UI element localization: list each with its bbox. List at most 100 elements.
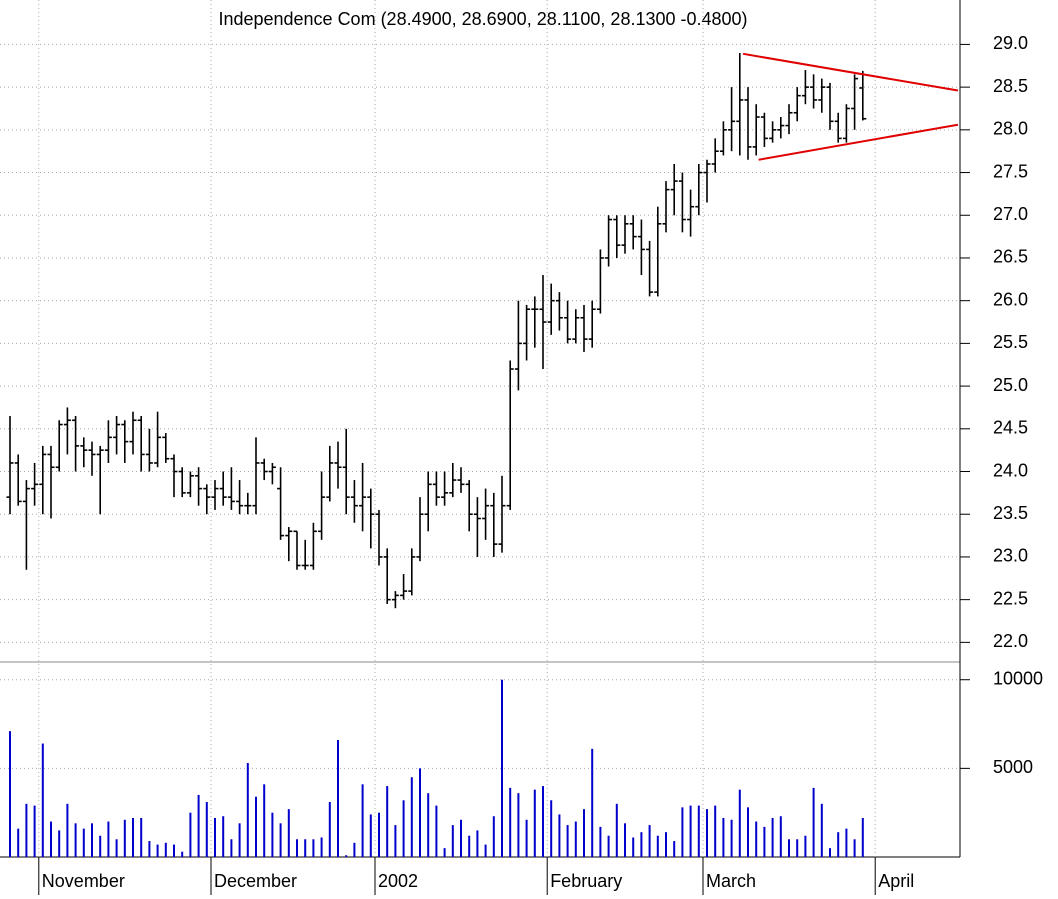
volume-bar — [697, 805, 700, 857]
volume-bar — [566, 825, 569, 857]
volume-bar — [99, 835, 102, 857]
volume-bar — [50, 821, 52, 857]
volume-bar — [681, 807, 684, 857]
volume-bar — [525, 819, 528, 857]
volume-bar — [33, 805, 36, 857]
volume-bar — [829, 848, 831, 857]
volume-bar — [9, 731, 11, 857]
volume-bar — [476, 830, 479, 857]
volume-bar — [533, 789, 536, 857]
volume-bar — [820, 803, 823, 857]
volume-bar — [156, 844, 159, 857]
volume-bar — [82, 828, 85, 857]
volume-bar — [607, 835, 610, 857]
volume-bar — [197, 794, 200, 857]
volume-bar — [107, 821, 110, 857]
volume-bar — [369, 814, 372, 857]
volume-bar — [673, 841, 676, 857]
volume-bar — [492, 816, 495, 857]
volume-bar — [542, 786, 544, 857]
x-tick-label: November — [42, 871, 125, 891]
volume-bar — [583, 809, 585, 857]
volume-bar — [337, 740, 339, 857]
volume-bar — [771, 818, 774, 857]
y-tick-label: 23.5 — [993, 503, 1028, 523]
volume-bar — [287, 809, 290, 857]
volume-bar — [353, 842, 356, 857]
chart-title: Independence Com (28.4900, 28.6900, 28.1… — [218, 9, 747, 29]
volume-bar — [812, 787, 815, 857]
x-tick-label: April — [878, 871, 914, 891]
x-tick-label: 2002 — [378, 871, 418, 891]
y-tick-label: 29.0 — [993, 33, 1028, 53]
volume-bar — [123, 819, 126, 857]
volume-bar — [419, 768, 421, 857]
volume-bar — [501, 679, 503, 857]
volume-bar — [763, 826, 766, 857]
y-tick-label: 5000 — [993, 757, 1033, 777]
y-tick-label: 22.5 — [993, 588, 1028, 608]
volume-bar — [484, 844, 487, 857]
y-tick-label: 22.0 — [993, 631, 1028, 651]
volume-bar — [615, 803, 618, 857]
volume-bar — [246, 763, 249, 857]
volume-bar — [115, 839, 118, 857]
volume-bar — [361, 784, 364, 857]
volume-bar — [714, 805, 717, 857]
x-tick-label: March — [706, 871, 756, 891]
volume-bar — [755, 821, 758, 857]
volume-bar — [624, 823, 626, 857]
volume-bar — [66, 803, 69, 857]
volume-bar — [648, 825, 651, 857]
volume-bar — [747, 807, 749, 857]
volume-bar — [435, 805, 438, 857]
volume-bar — [173, 844, 175, 857]
volume-bar — [574, 821, 577, 857]
volume-bar — [296, 839, 298, 857]
volume-bar — [410, 777, 413, 857]
volume-bar — [74, 823, 77, 857]
volume-bar — [468, 835, 471, 857]
volume-bar — [132, 818, 134, 857]
volume-bar — [328, 802, 331, 857]
volume-bar — [722, 818, 725, 857]
trendline — [742, 52, 959, 92]
volume-bar — [837, 832, 840, 857]
x-tick-label: February — [550, 871, 622, 891]
volume-bar — [205, 802, 208, 857]
volume-bar — [41, 743, 44, 857]
volume-bar — [558, 814, 561, 857]
y-tick-label: 27.0 — [993, 204, 1028, 224]
trendline — [758, 123, 959, 161]
volume-bar — [451, 825, 454, 857]
volume-bar — [853, 839, 856, 857]
volume-bar — [402, 800, 405, 857]
volume-bar — [656, 835, 659, 857]
volume-bar — [640, 832, 643, 857]
volume-bar — [238, 823, 241, 857]
volume-bar — [164, 842, 167, 857]
volume-bar — [17, 828, 20, 857]
volume-bar — [214, 818, 216, 857]
y-tick-label: 26.0 — [993, 289, 1028, 309]
volume-bar — [632, 837, 635, 857]
volume-bar — [788, 839, 790, 857]
volume-bar — [140, 818, 143, 857]
volume-bar — [804, 835, 807, 857]
volume-bar — [230, 839, 233, 857]
volume-bar — [730, 819, 733, 857]
y-tick-label: 24.5 — [993, 418, 1028, 438]
y-tick-label: 25.0 — [993, 375, 1028, 395]
volume-bar — [738, 789, 741, 857]
volume-bar — [665, 832, 667, 857]
volume-bar — [599, 826, 602, 857]
volume-bar — [378, 812, 380, 857]
volume-bar — [796, 839, 799, 857]
x-tick-label: December — [214, 871, 297, 891]
volume-bar — [58, 830, 61, 857]
volume-bar — [509, 787, 512, 857]
volume-bar — [312, 839, 315, 857]
volume-bar — [517, 793, 520, 857]
y-tick-label: 28.0 — [993, 119, 1028, 139]
